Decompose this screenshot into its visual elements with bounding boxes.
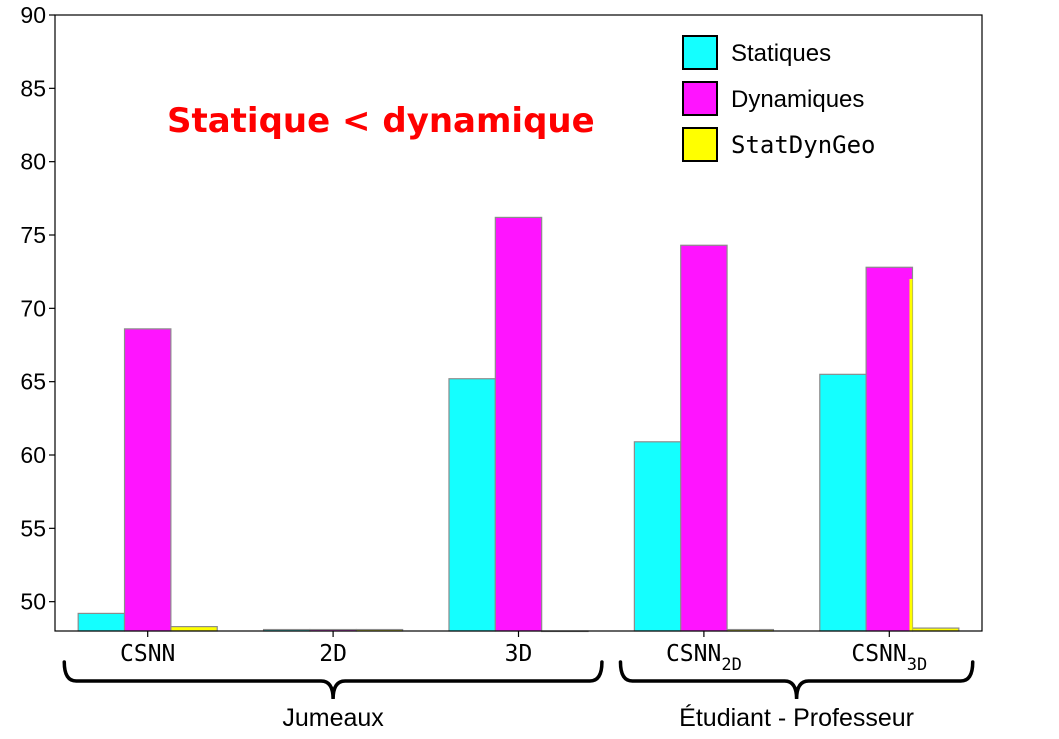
y-tick-label: 75 [20, 222, 46, 248]
x-axis: CSNN 2D 3D CSNN2D CSNN3D [120, 631, 927, 675]
x-tick-label-main: CSNN [666, 641, 721, 667]
bar-dynamiques-4 [865, 266, 914, 632]
bar-statiques-4 [819, 373, 867, 632]
legend-label: Dynamiques [731, 86, 864, 113]
bar-dynamiques-0 [123, 328, 172, 632]
y-tick-label: 60 [20, 442, 46, 468]
group-brace [62, 660, 604, 700]
y-axis: 50 55 60 65 70 75 80 85 90 [20, 2, 55, 615]
bar-statiques-3 [633, 441, 682, 632]
bar-dynamiques-2 [494, 216, 543, 632]
x-tick-label-subscript: 2D [721, 655, 741, 675]
x-tick-label: CSNN2D [666, 641, 742, 675]
y-tick-label: 55 [20, 515, 46, 541]
group-label: Jumeaux [282, 704, 384, 732]
y-tick-label: 50 [20, 589, 46, 615]
group-brace [618, 660, 975, 700]
y-tick-label: 85 [20, 75, 46, 101]
bar-statiques-0 [77, 612, 126, 632]
legend-label: StatDynGeo [731, 131, 876, 159]
x-tick-label-main: CSNN [120, 641, 175, 667]
bar-statdyngeo-0 [170, 625, 218, 632]
bars-layer [77, 216, 960, 633]
bar-statiques-2 [448, 378, 496, 632]
bar-overlay [909, 279, 913, 631]
x-tick-label-subscript: 3D [907, 655, 927, 675]
legend: Statiques Dynamiques StatDynGeo [682, 35, 876, 162]
x-tick-label: CSNN [120, 641, 175, 667]
legend-swatch-statiques [682, 35, 718, 70]
group-label: Étudiant - Professeur [679, 703, 914, 732]
y-tick-label: 90 [20, 2, 46, 28]
legend-swatch-statdyngeo [682, 127, 718, 162]
x-tick-label-main: CSNN [851, 641, 906, 667]
annotation-text: Statique < dynamique [167, 101, 595, 141]
y-tick-label: 65 [20, 369, 46, 395]
x-tick-label: 3D [505, 641, 533, 667]
bar-dynamiques-3 [680, 244, 728, 632]
y-tick-label: 70 [20, 295, 46, 321]
x-tick-label-main: 2D [319, 641, 347, 667]
x-tick-label: 2D [319, 641, 347, 667]
legend-label: Statiques [731, 40, 831, 67]
category-groups: Jumeaux Étudiant - Professeur [62, 660, 975, 732]
x-tick-label-main: 3D [505, 641, 533, 667]
x-tick-label: CSNN3D [851, 641, 927, 675]
y-tick-label: 80 [20, 149, 46, 175]
legend-swatch-dynamiques [682, 81, 718, 116]
